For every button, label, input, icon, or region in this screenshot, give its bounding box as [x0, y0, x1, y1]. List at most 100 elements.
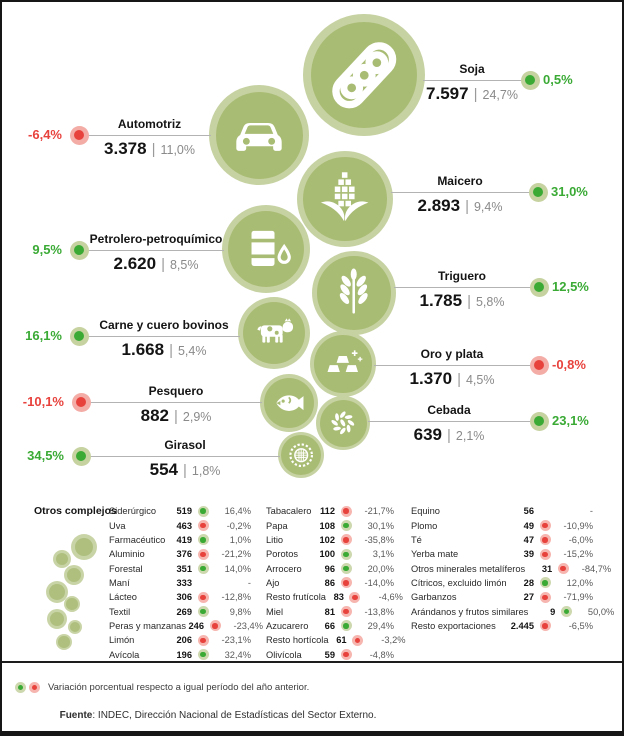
row-dot-cell	[534, 548, 556, 560]
row-label: Yerba mate	[411, 549, 459, 560]
row-dot-cell	[335, 620, 357, 632]
row-change-percent: -35,8%	[364, 534, 394, 545]
row-change-percent: 1,0%	[229, 534, 251, 545]
row-value: 196	[176, 649, 192, 660]
row-label: Aluminio	[109, 549, 145, 560]
dot-core	[343, 551, 349, 557]
table-row-resto-horticola: Resto hortícola 61 -3,2%	[266, 633, 406, 647]
change-percent: -10,1%	[22, 394, 64, 409]
row-change-percent: -	[589, 506, 593, 517]
cow-icon	[238, 297, 310, 369]
complex-value-row: 7.597 | 24,7%	[423, 84, 521, 104]
row-value: 306	[176, 592, 192, 603]
connector-line	[90, 456, 280, 457]
row-dot-cell	[534, 520, 556, 532]
dot-core	[534, 282, 544, 292]
row-dot-cell	[335, 520, 357, 532]
dot-core	[352, 594, 358, 600]
row-dot-cell	[335, 649, 357, 661]
decrease-dot	[340, 534, 352, 546]
dot-core	[534, 416, 544, 426]
row-value: 83	[333, 592, 344, 603]
row-value: 519	[176, 506, 192, 517]
bubble-oro-y-plata	[310, 331, 376, 397]
row-value: 419	[176, 534, 192, 545]
row-label: Equino	[411, 506, 440, 517]
complex-value: 882	[140, 406, 169, 425]
dot-core	[343, 580, 349, 586]
table-row-limon: Limón 206 -23,1%	[109, 633, 251, 647]
complex-value: 1.668	[121, 340, 165, 359]
row-change-percent: -3,2%	[381, 635, 406, 646]
complex-value: 639	[413, 425, 442, 444]
table-row-yerba-mate: Yerba mate 39 -15,2%	[411, 547, 593, 561]
car-icon	[209, 85, 309, 185]
increase-dot	[520, 70, 540, 90]
decrease-dot	[539, 548, 551, 560]
change-percent: 31,0%	[551, 184, 588, 199]
change-percent: 23,1%	[552, 413, 589, 428]
bubble-soja	[303, 14, 425, 136]
complex-value: 2.893	[417, 196, 461, 215]
row-change-percent: -13,8%	[364, 606, 394, 617]
complex-name: Soja	[459, 62, 485, 76]
row-label: Avícola	[109, 649, 140, 660]
decrease-dot	[352, 634, 364, 646]
row-dot-cell	[534, 620, 556, 632]
row-label: Litio	[266, 534, 284, 545]
others-column-1: Siderúrgico 519 16,4% Uva 463 -0,2% Farmacéuti…	[109, 504, 263, 662]
row-value: 333	[176, 577, 192, 588]
table-row-equino: Equino 56 -	[411, 504, 593, 518]
complex-share: 11,0%	[160, 143, 195, 157]
row-label: Arándanos y frutos similares	[411, 606, 529, 617]
row-dot-cell	[335, 534, 357, 546]
complex-value-row: 1.370 | 4,5%	[374, 369, 530, 389]
bubble-maicero	[297, 151, 393, 247]
dot-core	[354, 637, 361, 643]
value-separator: |	[161, 256, 165, 273]
row-value: 100	[319, 549, 335, 560]
row-value: 108	[319, 520, 335, 531]
change-percent: 12,5%	[552, 279, 589, 294]
corn-icon	[297, 151, 393, 247]
row-change-percent: 20,0%	[367, 563, 394, 574]
row-label: Resto frutícola	[266, 592, 326, 603]
dot-core	[200, 522, 206, 529]
complex-share: 2,1%	[455, 429, 485, 443]
row-label: Azucarero	[266, 620, 309, 631]
row-change-percent: -21,7%	[364, 506, 394, 517]
dot-core	[200, 537, 206, 543]
row-change-percent: 9,8%	[229, 606, 251, 617]
dot-core	[542, 580, 548, 586]
decrease-dot	[197, 634, 209, 646]
fish-icon	[260, 374, 318, 432]
row-label: Plomo	[411, 520, 438, 531]
row-label: Resto exportaciones	[411, 620, 496, 631]
increase-dot	[529, 411, 549, 431]
row-change-percent: 3,1%	[372, 549, 394, 560]
decrease-dot	[539, 620, 551, 632]
row-label: Porotos	[266, 549, 299, 560]
decrease-dot	[340, 606, 352, 618]
row-change-percent: -6,5%	[568, 620, 593, 631]
decrease-dot	[71, 392, 91, 412]
change-percent: -6,4%	[28, 127, 62, 142]
row-change-percent: -0,2%	[226, 520, 251, 531]
row-value: 351	[176, 563, 192, 574]
dot-core	[200, 565, 206, 572]
complex-name: Girasol	[164, 438, 206, 452]
row-change-percent: -12,8%	[221, 592, 251, 603]
decrease-dot	[529, 355, 549, 375]
change-percent: 9,5%	[32, 242, 62, 257]
dot-core	[563, 608, 569, 615]
connector-line	[88, 135, 211, 136]
row-value: 112	[320, 506, 335, 517]
row-dot-cell	[534, 591, 556, 603]
row-dot-cell	[344, 591, 366, 603]
connector-line	[88, 336, 240, 337]
row-value: 27	[523, 592, 534, 603]
row-label: Arrocero	[266, 563, 302, 574]
table-row-papa: Papa 108 30,1%	[266, 518, 394, 532]
complex-name: Maicero	[437, 174, 483, 188]
decrease-dot	[349, 591, 361, 603]
